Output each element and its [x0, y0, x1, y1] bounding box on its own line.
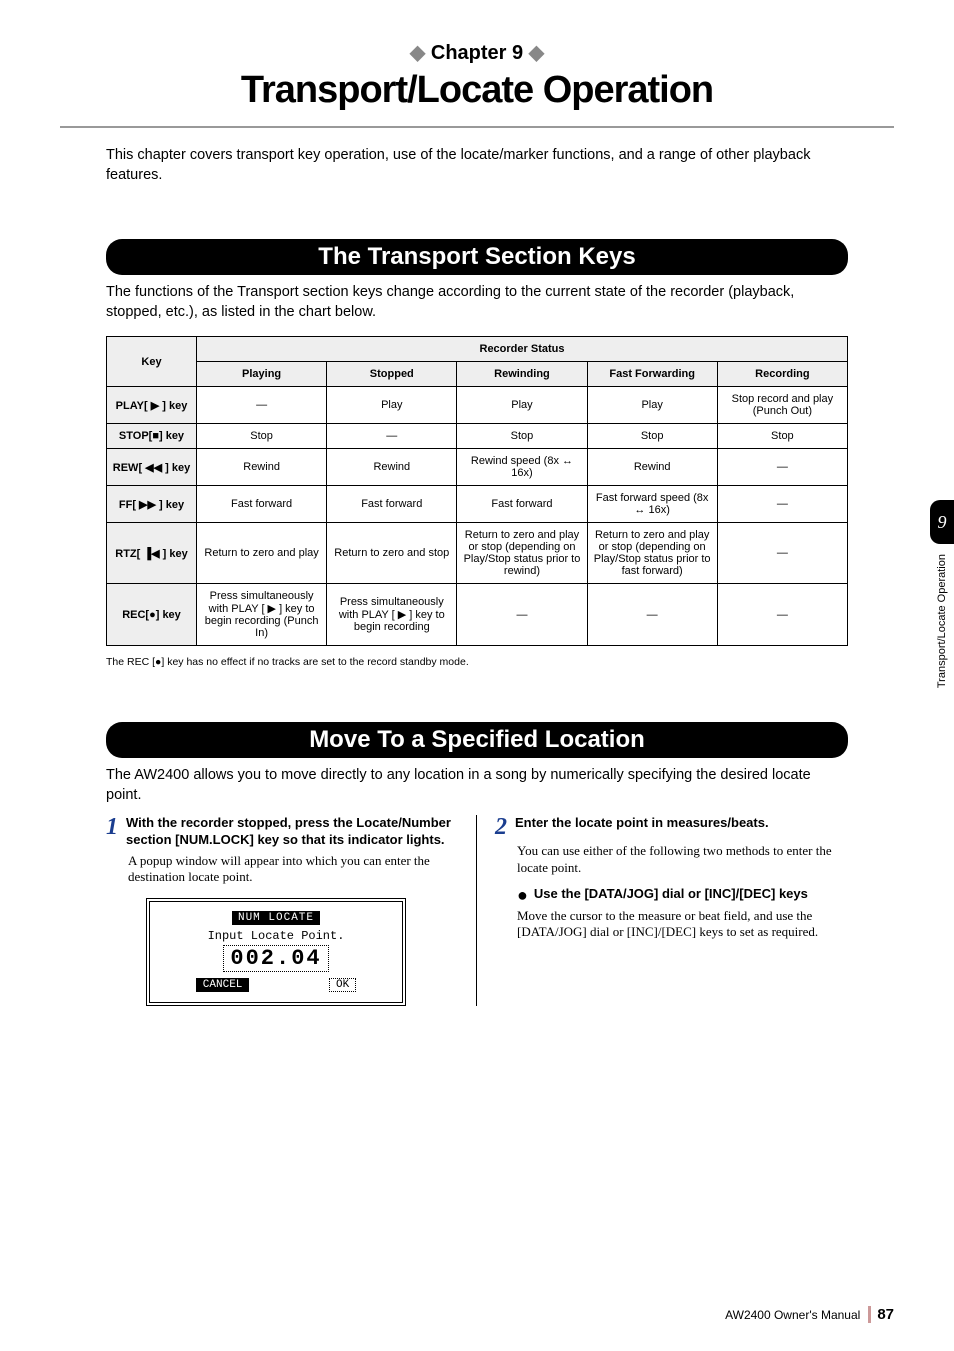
transport-keys-table: Key Recorder Status Playing Stopped Rewi…: [106, 336, 848, 646]
table-key-cell: RTZ[ ▐◀ ] key: [107, 523, 197, 584]
table-cell: Press simultaneously with PLAY [ ▶ ] key…: [327, 584, 457, 646]
table-cell: Stop: [197, 424, 327, 449]
ok-button[interactable]: OK: [329, 978, 356, 992]
sub-bullet-heading: Use the [DATA/JOG] dial or [INC]/[DEC] k…: [534, 886, 808, 904]
table-key-cell: REW[ ◀◀ ] key: [107, 449, 197, 486]
table-cell: Stop: [457, 424, 587, 449]
section-desc-1: The functions of the Transport section k…: [60, 283, 894, 322]
table-cell: Rewind: [327, 449, 457, 486]
table-cell: —: [457, 584, 587, 646]
table-cell: Rewind: [587, 449, 717, 486]
table-cell: Rewind: [197, 449, 327, 486]
sub-bullet: ● Use the [DATA/JOG] dial or [INC]/[DEC]…: [495, 886, 848, 904]
table-key-cell: FF[ ▶▶ ] key: [107, 486, 197, 523]
step-body: You can use either of the following two …: [495, 843, 848, 876]
cancel-button[interactable]: CANCEL: [196, 978, 250, 992]
table-cell: Fast forward: [197, 486, 327, 523]
table-cell: —: [197, 387, 327, 424]
table-row: REC[●] keyPress simultaneously with PLAY…: [107, 584, 848, 646]
table-key-cell: STOP[■] key: [107, 424, 197, 449]
table-cell: Return to zero and stop: [327, 523, 457, 584]
popup-title: NUM LOCATE: [232, 911, 320, 925]
table-cell: —: [327, 424, 457, 449]
table-cell: —: [587, 584, 717, 646]
table-header-row: Playing Stopped Rewinding Fast Forwardin…: [107, 362, 848, 387]
table-col: Playing: [197, 362, 327, 387]
table-row: PLAY[ ▶ ] key—PlayPlayPlayStop record an…: [107, 387, 848, 424]
table-key-cell: REC[●] key: [107, 584, 197, 646]
table-cell: Stop record and play (Punch Out): [717, 387, 847, 424]
intro-text: This chapter covers transport key operat…: [60, 146, 894, 185]
chapter-index-badge: 9: [930, 500, 954, 544]
table-group-header: Recorder Status: [197, 337, 848, 362]
table-key-header: Key: [107, 337, 197, 387]
table-col: Fast Forwarding: [587, 362, 717, 387]
table-cell: Play: [327, 387, 457, 424]
table-cell: Fast forward: [327, 486, 457, 523]
section-title-1: The Transport Section Keys: [106, 239, 848, 275]
sub-bullet-body: Move the cursor to the measure or beat f…: [495, 908, 848, 941]
table-row: STOP[■] keyStop—StopStopStop: [107, 424, 848, 449]
step-body: A popup window will appear into which yo…: [106, 853, 458, 886]
table-cell: Play: [457, 387, 587, 424]
table-footnote: The REC [●] key has no effect if no trac…: [60, 656, 894, 668]
table-cell: —: [717, 486, 847, 523]
table-cell: Fast forward speed (8x ↔ 16x): [587, 486, 717, 523]
table-row: RTZ[ ▐◀ ] keyReturn to zero and playRetu…: [107, 523, 848, 584]
table-row: REW[ ◀◀ ] keyRewindRewindRewind speed (8…: [107, 449, 848, 486]
manual-title: AW2400 Owner's Manual: [725, 1308, 860, 1322]
step-2: 2 Enter the locate point in measures/bea…: [495, 815, 848, 839]
table-cell: Stop: [587, 424, 717, 449]
step-heading: Enter the locate point in measures/beats…: [515, 815, 769, 832]
page-number: 87: [868, 1306, 894, 1323]
section-desc-2: The AW2400 allows you to move directly t…: [60, 766, 894, 805]
step-number: 2: [495, 815, 507, 839]
page-footer: AW2400 Owner's Manual 87: [725, 1306, 894, 1323]
table-cell: —: [717, 523, 847, 584]
table-cell: —: [717, 449, 847, 486]
chapter-label: Chapter 9: [431, 42, 523, 64]
step-heading: With the recorder stopped, press the Loc…: [126, 815, 458, 849]
table-col: Stopped: [327, 362, 457, 387]
table-cell: Press simultaneously with PLAY [ ▶ ] key…: [197, 584, 327, 646]
side-label: Transport/Locate Operation: [936, 554, 948, 688]
step-number: 1: [106, 815, 118, 839]
table-cell: —: [717, 584, 847, 646]
popup-line: Input Locate Point.: [156, 929, 396, 943]
table-col: Recording: [717, 362, 847, 387]
section-title-2: Move To a Specified Location: [106, 722, 848, 758]
table-cell: Stop: [717, 424, 847, 449]
table-col: Rewinding: [457, 362, 587, 387]
chapter-line: ◆ Chapter 9 ◆: [60, 40, 894, 65]
divider: [60, 126, 894, 128]
table-row: FF[ ▶▶ ] keyFast forwardFast forwardFast…: [107, 486, 848, 523]
step-1: 1 With the recorder stopped, press the L…: [106, 815, 458, 849]
table-key-cell: PLAY[ ▶ ] key: [107, 387, 197, 424]
bullet-icon: ●: [517, 886, 528, 904]
table-cell: Return to zero and play: [197, 523, 327, 584]
popup-value: 002.04: [223, 945, 328, 972]
chapter-title: Transport/Locate Operation: [60, 69, 894, 112]
diamond-right-icon: ◆: [529, 42, 544, 64]
table-cell: Return to zero and play or stop (dependi…: [587, 523, 717, 584]
table-cell: Rewind speed (8x ↔ 16x): [457, 449, 587, 486]
table-cell: Fast forward: [457, 486, 587, 523]
table-cell: Play: [587, 387, 717, 424]
table-cell: Return to zero and play or stop (dependi…: [457, 523, 587, 584]
num-locate-popup: NUM LOCATE Input Locate Point. 002.04 CA…: [146, 898, 406, 1006]
diamond-left-icon: ◆: [410, 42, 425, 64]
